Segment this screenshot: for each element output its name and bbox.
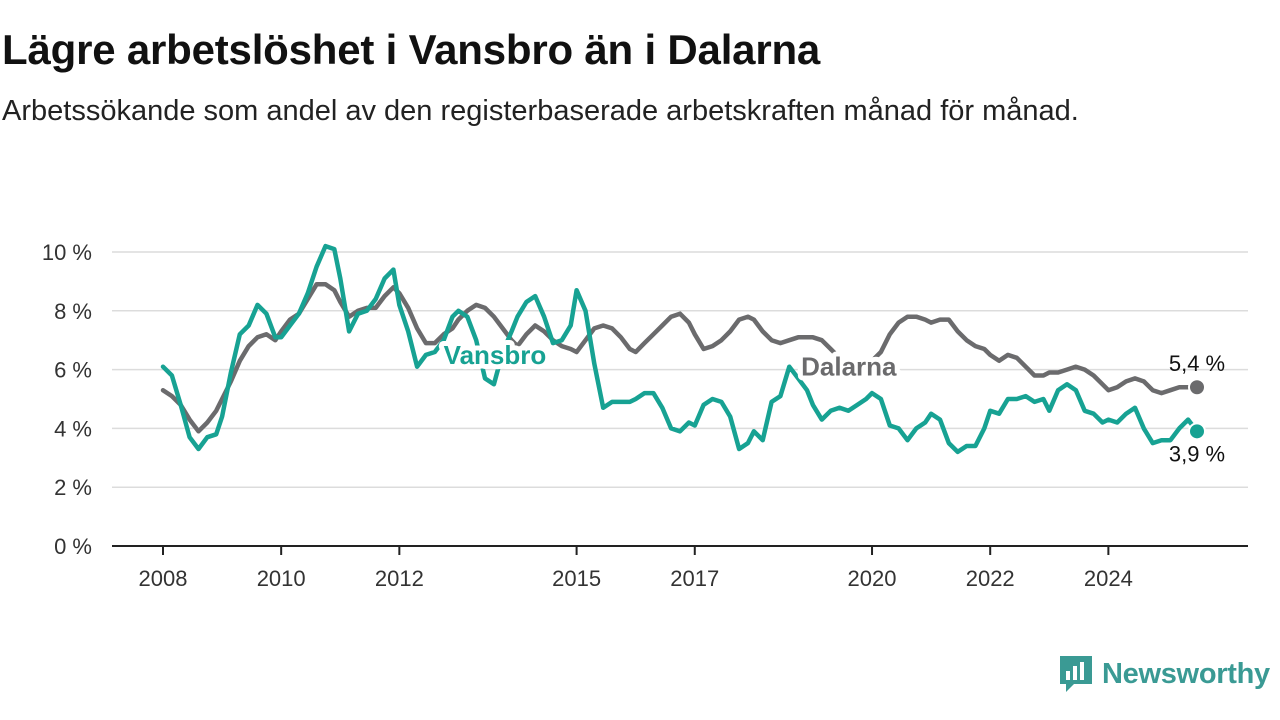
y-tick-label: 6 % bbox=[54, 358, 92, 383]
series-line-vansbro bbox=[160, 243, 1200, 455]
series-label-halo: Dalarna bbox=[801, 352, 897, 382]
x-tick-label: 2024 bbox=[1084, 566, 1133, 591]
series-label-vansbro: Vansbro bbox=[444, 340, 547, 370]
page-title: Lägre arbetslöshet i Vansbro än i Dalarn… bbox=[2, 26, 821, 73]
series-label-halo: Vansbro bbox=[444, 340, 547, 370]
end-value-label-dalarna: 5,4 % bbox=[1169, 351, 1225, 376]
end-point-dalarna bbox=[1188, 378, 1206, 397]
end-value-label-vansbro: 3,9 % bbox=[1169, 441, 1225, 466]
page-subtitle: Arbetssökande som andel av den registerb… bbox=[2, 95, 1079, 127]
end-point-vansbro bbox=[1188, 422, 1206, 441]
series-label-dalarna: Dalarna bbox=[801, 352, 897, 382]
x-tick-label: 2015 bbox=[552, 566, 601, 591]
x-tick-label: 2020 bbox=[848, 566, 897, 591]
series-line-dalarna bbox=[160, 282, 1200, 434]
x-tick-label: 2008 bbox=[139, 566, 188, 591]
x-tick-label: 2012 bbox=[375, 566, 424, 591]
y-axis-ticks: 0 % 2 % 4 % 6 % 8 % 10 % bbox=[42, 240, 92, 559]
x-tick-label: 2022 bbox=[966, 566, 1015, 591]
series-lines bbox=[160, 243, 1200, 455]
x-axis: 2008 2010 2012 2015 2017 2020 2022 2024 bbox=[112, 545, 1248, 591]
y-tick-label: 8 % bbox=[54, 299, 92, 324]
x-tick-label: 2010 bbox=[257, 566, 306, 591]
y-tick-label: 0 % bbox=[54, 534, 92, 559]
newsworthy-logo-icon bbox=[1060, 656, 1092, 692]
y-tick-label: 10 % bbox=[42, 240, 92, 265]
newsworthy-logo: Newsworthy bbox=[1058, 654, 1270, 694]
y-tick-label: 2 % bbox=[54, 475, 92, 500]
x-tick-label: 2017 bbox=[670, 566, 719, 591]
y-tick-label: 4 % bbox=[54, 416, 92, 441]
brand-name: Newsworthy bbox=[1102, 657, 1270, 690]
